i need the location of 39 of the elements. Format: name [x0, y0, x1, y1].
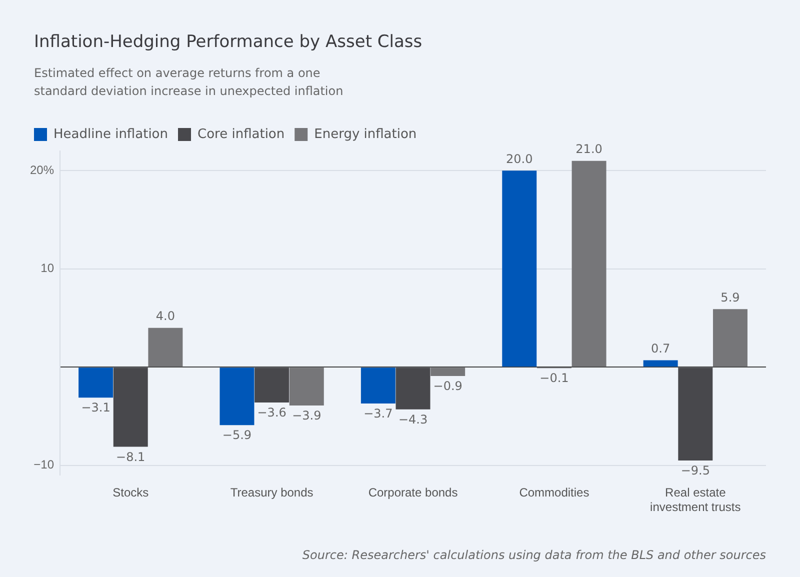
x-tick-label: Stocks [112, 486, 149, 500]
bar [360, 368, 396, 404]
data-label: −0.9 [433, 379, 462, 394]
bar [78, 368, 114, 398]
bar [572, 160, 606, 367]
data-label: 4.0 [156, 308, 175, 323]
data-label: −3.6 [257, 406, 286, 420]
x-tick-label: Treasury bonds [230, 486, 314, 500]
data-label: 21.0 [576, 142, 602, 156]
y-tick-label: 10 [40, 261, 54, 276]
legend-label: Core inflation [197, 126, 285, 142]
data-label: −3.7 [364, 406, 393, 421]
bar [148, 328, 183, 367]
legend-label: Energy inflation [314, 126, 417, 142]
data-label: −0.1 [540, 371, 569, 386]
data-label: −4.3 [398, 412, 428, 427]
data-label: 0.7 [651, 341, 670, 356]
data-label: −3.9 [292, 408, 322, 423]
data-label: −5.9 [222, 428, 252, 442]
x-tick-label: Commodities [519, 486, 590, 500]
chart-subtitle: Estimated effect on average returns from a one standard deviation increase in unexpected inflation [34, 65, 344, 100]
data-label: −9.5 [680, 464, 710, 478]
data-label: −3.1 [81, 400, 110, 415]
bar [220, 368, 254, 426]
data-label: −8.1 [116, 450, 146, 464]
bar [289, 368, 324, 406]
bar [430, 368, 466, 376]
data-label: 20.0 [506, 152, 533, 166]
y-tick-label: −10 [34, 458, 54, 472]
bar [502, 170, 537, 367]
bar [643, 360, 678, 367]
x-tick-label: Corporate bonds [368, 486, 458, 500]
source-note: Source: Researchers' calculations using data from the BLS and other sources [302, 548, 766, 562]
data-label: 5.9 [720, 290, 740, 304]
y-tick-label: 20% [30, 162, 54, 177]
chart-title: Inflation-Hedging Performance by Asset Class [34, 32, 422, 52]
legend-label: Headline inflation [54, 126, 168, 142]
x-tick-label: Real estate investment trusts [650, 486, 741, 514]
bar [712, 309, 748, 367]
